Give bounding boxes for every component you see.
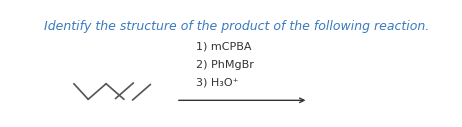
Text: 3) H₃O⁺: 3) H₃O⁺ [195,78,238,88]
Text: 2) PhMgBr: 2) PhMgBr [195,60,254,70]
Text: Identify the structure of the product of the following reaction.: Identify the structure of the product of… [44,20,429,33]
Text: 1) mCPBA: 1) mCPBA [195,42,251,52]
